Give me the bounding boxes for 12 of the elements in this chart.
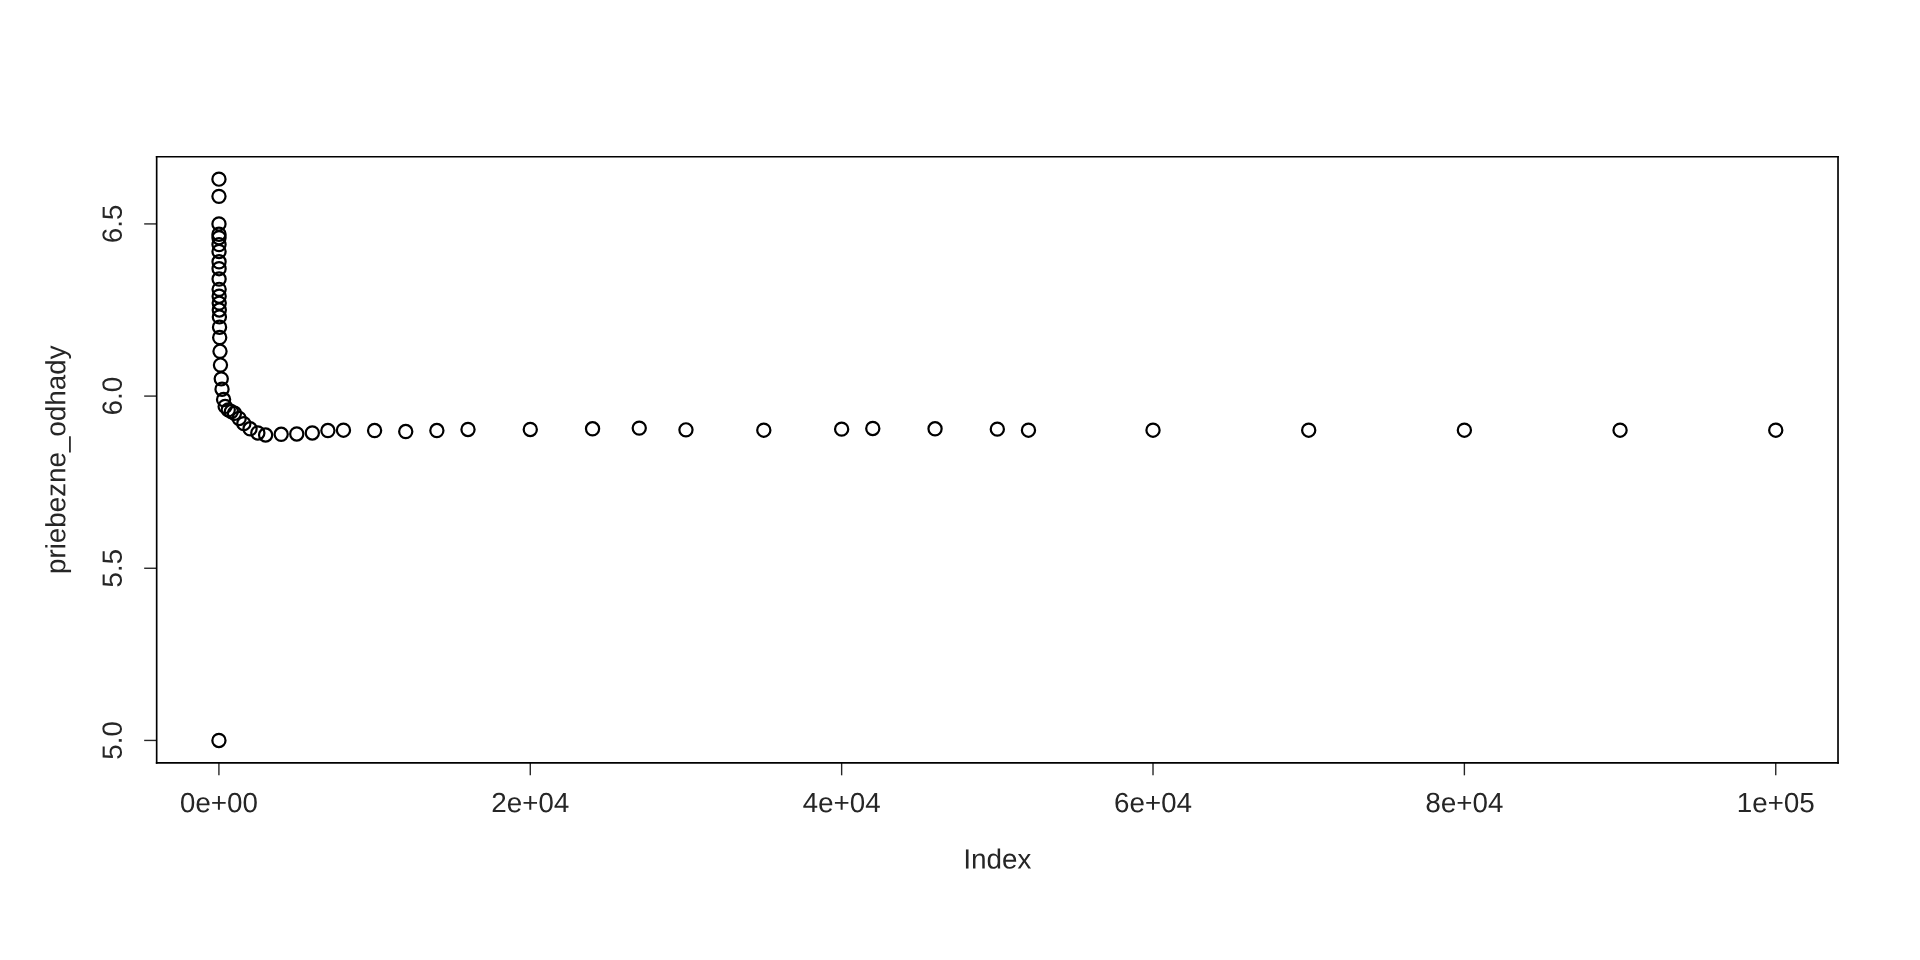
- x-tick-label: 6e+04: [1115, 792, 1192, 813]
- y-tick-label: 6.5: [102, 205, 123, 242]
- y-tick-label: 6.0: [102, 377, 123, 414]
- y-tick-label: 5.5: [102, 550, 123, 587]
- y-tick-label: 5.0: [102, 722, 123, 759]
- x-tick-label: 8e+04: [1426, 792, 1503, 813]
- x-tick-label: 4e+04: [803, 792, 880, 813]
- x-tick-label: 1e+05: [1738, 792, 1814, 813]
- y-axis-title: priebezne_odhady: [45, 345, 72, 573]
- x-axis-title: Index: [965, 848, 1032, 869]
- x-tick-label: 2e+04: [492, 792, 569, 813]
- x-tick-label: 0e+00: [180, 792, 257, 813]
